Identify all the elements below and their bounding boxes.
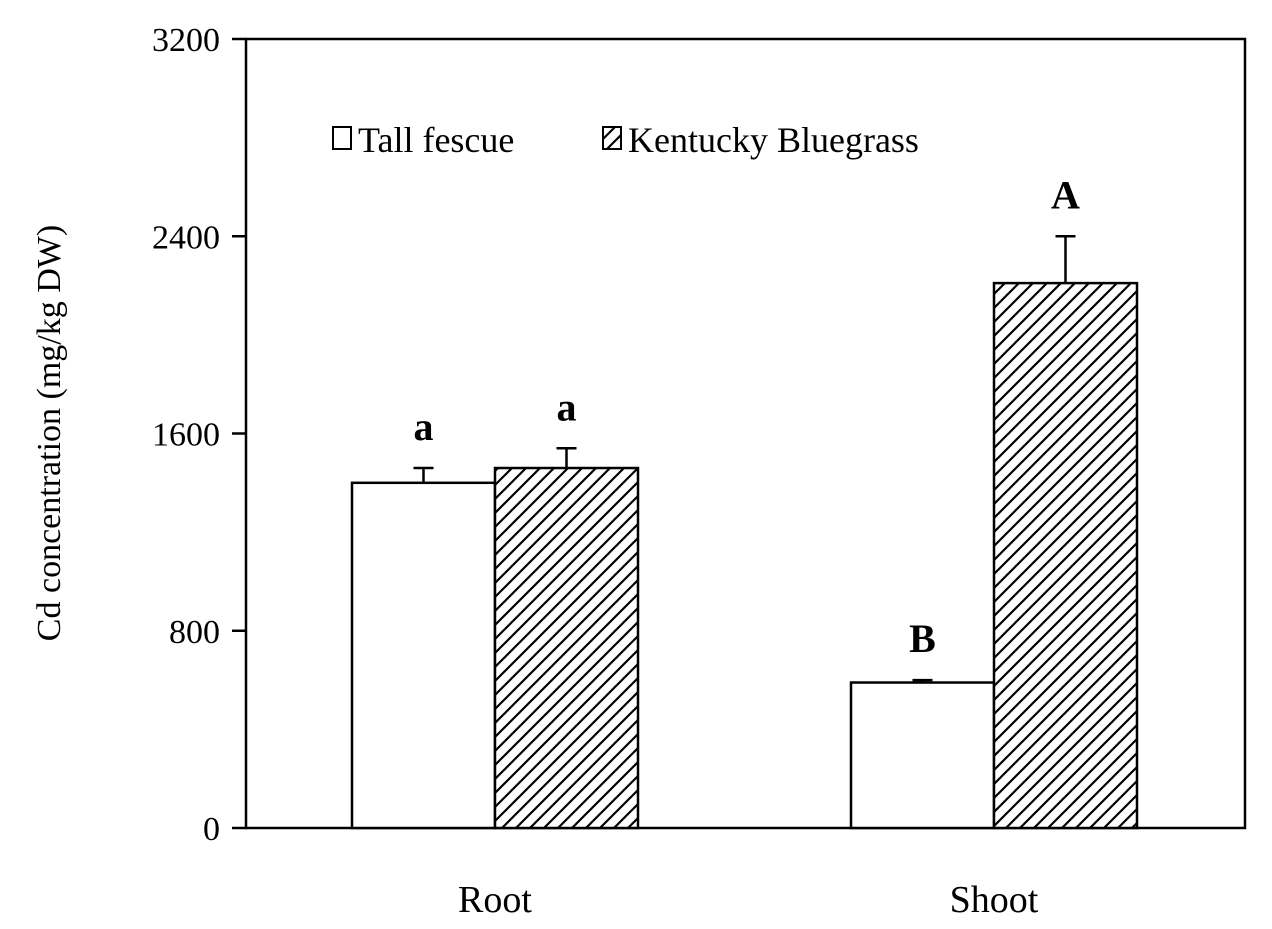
y-axis: 0 800 1600 2400 3200 xyxy=(152,22,246,848)
legend-swatch-tall-fescue xyxy=(332,126,352,150)
bar-kentucky-bluegrass-root xyxy=(493,466,640,830)
significance-label: a xyxy=(414,404,434,449)
bars: a a B A xyxy=(350,172,1139,830)
bar-tall-fescue-shoot xyxy=(849,681,996,830)
x-category-label: Root xyxy=(458,879,532,921)
legend-label-kentucky-bluegrass: Kentucky Bluegrass xyxy=(628,120,919,160)
x-axis: Root Shoot xyxy=(458,879,1039,921)
x-category-label: Shoot xyxy=(950,879,1039,921)
y-tick-label: 1600 xyxy=(152,417,220,454)
legend-swatch-kentucky-bluegrass xyxy=(602,126,622,150)
bar-tall-fescue-root xyxy=(350,481,497,830)
legend-label-tall-fescue: Tall fescue xyxy=(358,120,514,160)
y-axis-title: Cd concentration (mg/kg DW) xyxy=(31,225,68,641)
y-tick-label: 800 xyxy=(169,614,220,651)
significance-label: B xyxy=(909,616,936,661)
significance-label: a xyxy=(557,384,577,429)
y-tick-label: 3200 xyxy=(152,22,220,59)
y-tick-label: 2400 xyxy=(152,219,220,256)
bar-kentucky-bluegrass-shoot xyxy=(992,281,1139,830)
legend: Tall fescue Kentucky Bluegrass xyxy=(332,120,919,160)
significance-label: A xyxy=(1051,172,1080,217)
y-tick-label: 0 xyxy=(203,811,220,848)
